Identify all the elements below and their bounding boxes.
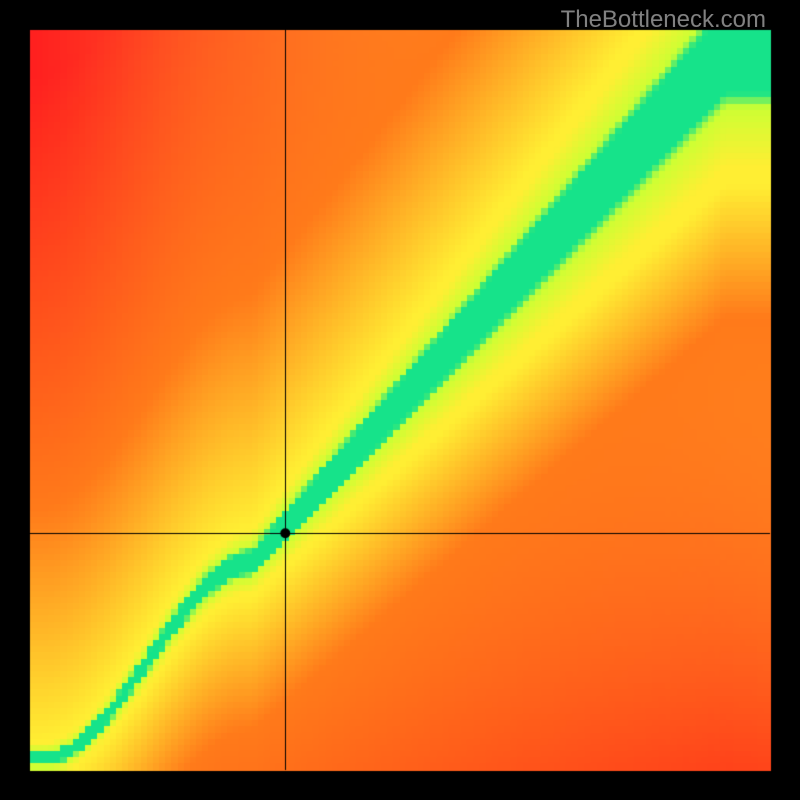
watermark-text: TheBottleneck.com — [561, 6, 766, 34]
bottleneck-heatmap — [0, 0, 800, 800]
chart-container: TheBottleneck.com — [0, 0, 800, 800]
